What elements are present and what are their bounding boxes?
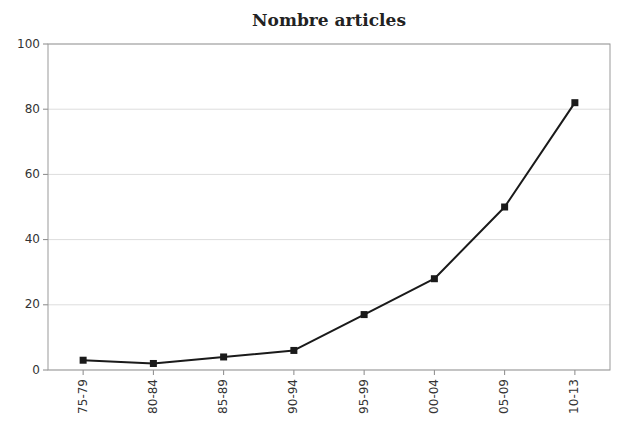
title: Nombre articles — [252, 10, 406, 30]
y-tick-label: 100 — [17, 37, 40, 51]
y-tick-label: 60 — [25, 167, 40, 181]
data-point — [290, 347, 297, 354]
x-tick — [153, 370, 154, 375]
grid-line — [48, 304, 610, 305]
x-tick-label: 05-09 — [497, 379, 511, 414]
data-point — [431, 275, 438, 282]
y-axis: 0 20 40 60 80 100 — [17, 37, 610, 377]
y-tick — [43, 239, 48, 240]
y-tick — [43, 44, 48, 45]
y-tick — [43, 304, 48, 305]
data-line — [83, 103, 575, 364]
x-tick — [434, 370, 435, 375]
y-tick-label: 40 — [25, 232, 40, 246]
y-tick — [43, 370, 48, 371]
x-tick-label: 90-94 — [286, 379, 300, 414]
plot-background — [48, 44, 610, 370]
data-point — [150, 360, 157, 367]
grid-line — [48, 109, 610, 110]
x-tick-label: 95-99 — [357, 379, 371, 414]
x-tick-label: 85-89 — [216, 379, 230, 414]
data-point — [571, 99, 578, 106]
y-tick-label: 0 — [32, 363, 40, 377]
x-tick-label: 80-84 — [146, 379, 160, 414]
grid-line — [48, 239, 610, 240]
x-tick-label: 00-04 — [427, 379, 441, 414]
x-tick-label: 75-79 — [76, 379, 90, 414]
x-tick — [223, 370, 224, 375]
data-point — [501, 204, 508, 211]
series — [80, 99, 579, 367]
y-tick — [43, 109, 48, 110]
x-tick — [364, 370, 365, 375]
x-tick — [83, 370, 84, 375]
chart: 0 20 40 60 80 100 75-79 80-84 85-89 90-94 95-99 00-… — [0, 0, 628, 432]
data-point — [220, 353, 227, 360]
y-tick — [43, 174, 48, 175]
x-tick — [574, 370, 575, 375]
x-tick — [293, 370, 294, 375]
data-point — [80, 357, 87, 364]
x-axis: 75-79 80-84 85-89 90-94 95-99 00-04 05-09 10-13 — [76, 370, 582, 414]
plot-frame — [48, 44, 610, 370]
y-tick-label: 20 — [25, 297, 40, 311]
x-tick — [504, 370, 505, 375]
x-tick-label: 10-13 — [567, 379, 581, 414]
data-point — [361, 311, 368, 318]
chart-container: 0 20 40 60 80 100 75-79 80-84 85-89 90-94 95-99 00-… — [0, 0, 628, 432]
y-tick-label: 80 — [25, 102, 40, 116]
